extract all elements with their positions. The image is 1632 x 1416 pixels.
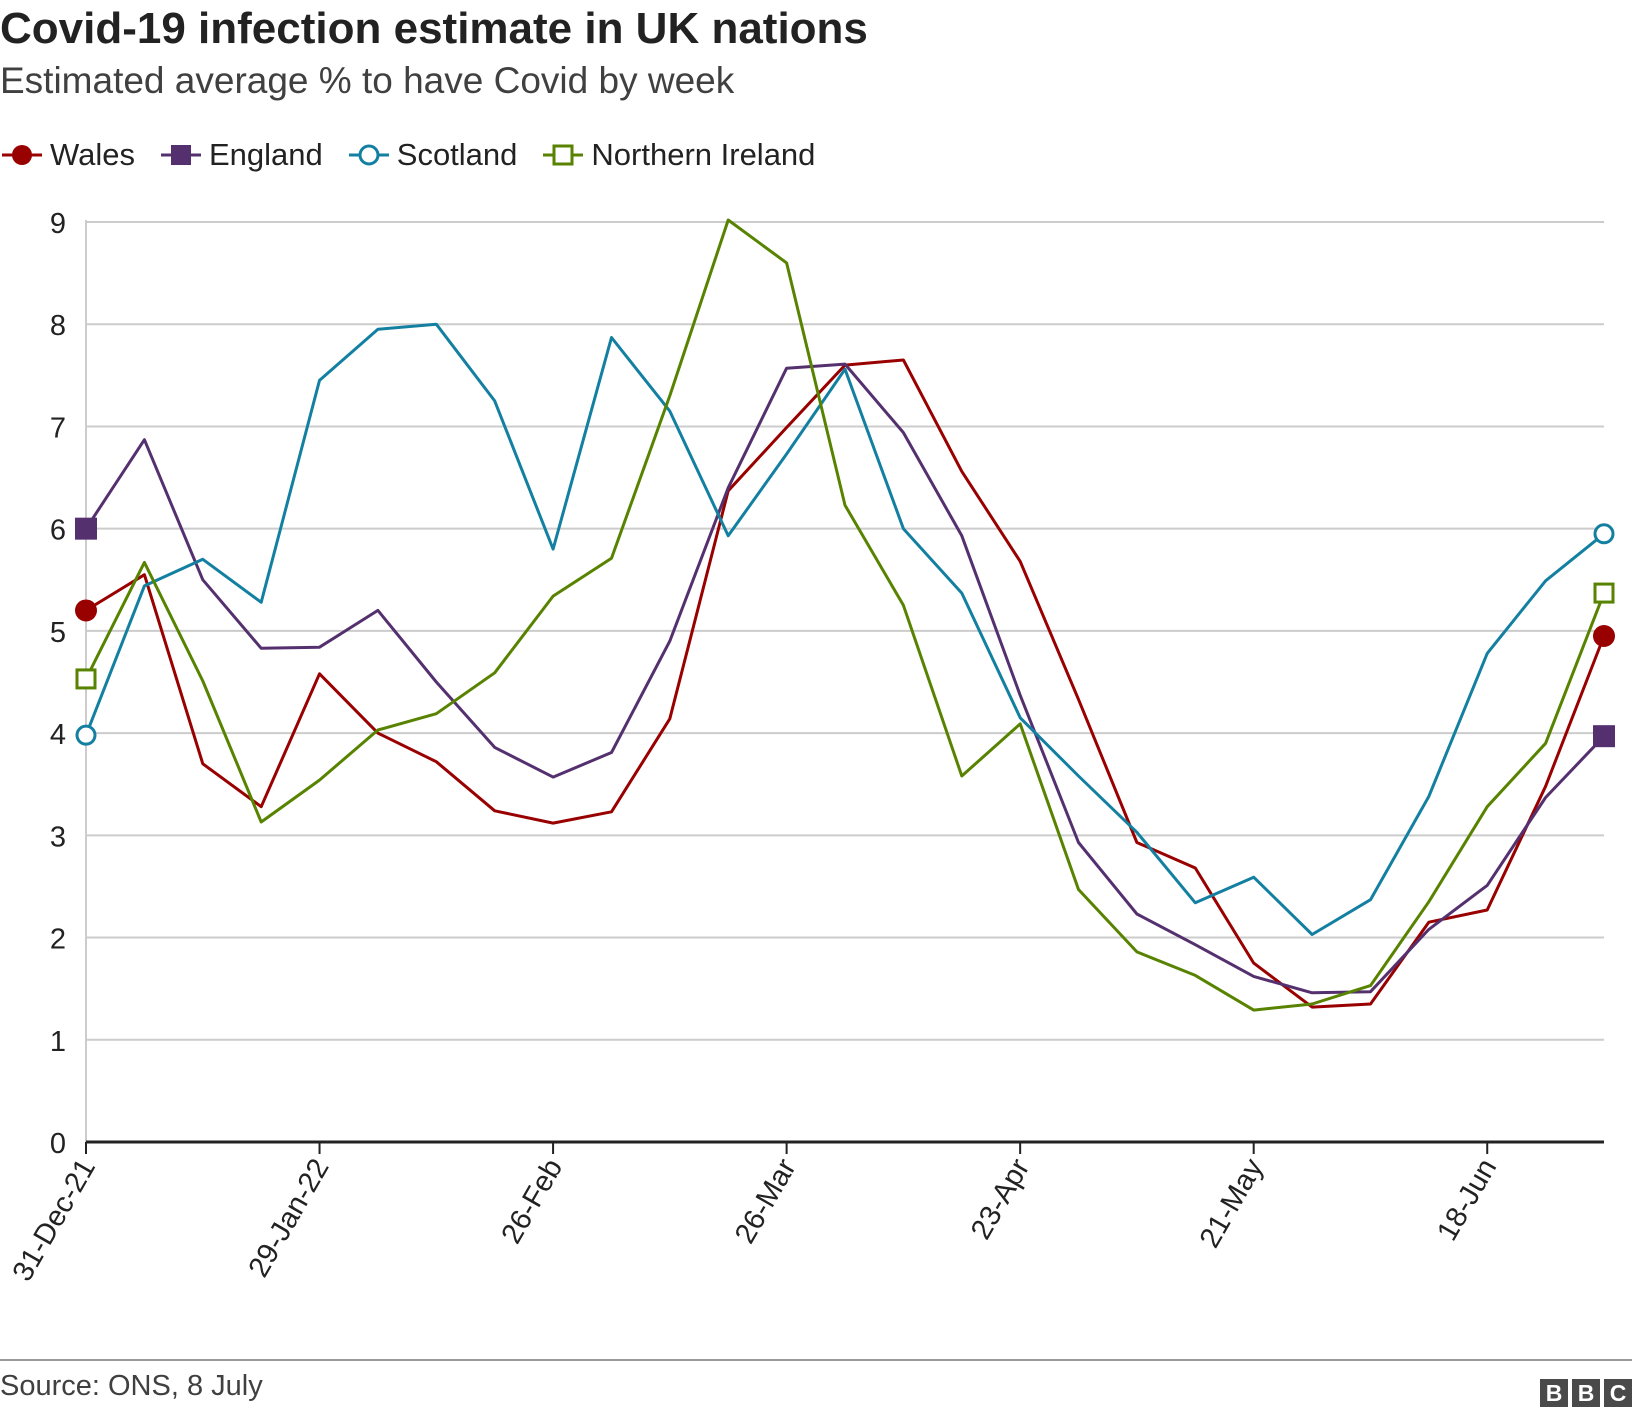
y-tick-label: 9 — [50, 208, 66, 240]
x-tick-label: 29-Jan-22 — [243, 1154, 336, 1283]
y-tick-label: 2 — [50, 924, 66, 956]
legend-item-scotland: Scotland — [347, 135, 518, 175]
data-point-scotland — [75, 724, 97, 746]
data-point-england — [75, 517, 97, 540]
bbc-logo: B B C — [1536, 1379, 1632, 1407]
legend-label-scotland: Scotland — [396, 137, 518, 172]
legend-marker-scotland — [348, 144, 389, 166]
bbc-logo-block: B — [1540, 1379, 1568, 1407]
x-tick-label: 31-Dec-21 — [7, 1154, 102, 1287]
x-tick-label: 18-Jun — [1431, 1154, 1503, 1247]
series-line-scotland — [84, 322, 1605, 936]
source-note: Source: ONS, 8 July — [0, 1370, 263, 1402]
data-point-scotland — [1593, 523, 1615, 545]
legend-label-wales: Wales — [50, 137, 135, 172]
series-line-england — [84, 362, 1606, 995]
legend-label-england: England — [208, 137, 323, 172]
data-point-northern-ireland — [1593, 582, 1615, 604]
bbc-logo-block: C — [1604, 1379, 1632, 1407]
x-tick-label: 21-May — [1194, 1153, 1270, 1253]
legend-label-northern-ireland: Northern Ireland — [591, 137, 816, 172]
y-tick-label: 3 — [50, 821, 66, 853]
chart-subtitle: Estimated average % to have Covid by wee… — [0, 60, 735, 101]
x-tick-label: 26-Feb — [495, 1154, 569, 1250]
line-chart: 0 1 2 3 4 5 6 7 8 9 31-Dec-21 29-Jan-22 26-Feb 26-Mar… — [7, 208, 1615, 1287]
y-tick-label: 6 — [50, 515, 66, 547]
y-tick-label: 0 — [50, 1128, 66, 1160]
data-point-england — [1593, 725, 1615, 748]
legend-item-northern-ireland: Northern Ireland — [541, 135, 815, 175]
series-line-northern-ireland — [84, 218, 1606, 1012]
legend-marker-england — [160, 145, 201, 165]
y-tick-label: 7 — [50, 412, 66, 444]
footer-divider — [0, 1359, 1632, 1361]
data-point-northern-ireland — [75, 668, 97, 690]
legend-item-england: England — [159, 135, 323, 175]
y-tick-label: 1 — [50, 1026, 66, 1058]
y-tick-label: 5 — [50, 617, 66, 649]
y-tick-label: 8 — [50, 310, 66, 342]
bbc-logo-block: B — [1572, 1379, 1600, 1407]
x-tick-label: 23-Apr — [965, 1153, 1036, 1245]
y-tick-label: 4 — [50, 719, 66, 751]
legend-marker-wales — [2, 145, 42, 165]
legend-marker-northern-ireland — [543, 144, 584, 166]
legend-item-wales: Wales — [0, 135, 135, 175]
data-point-wales — [1593, 625, 1615, 647]
series-line-wales — [85, 358, 1606, 1009]
data-point-wales — [75, 599, 97, 622]
legend: Wales England Scotland Northern Ireland — [0, 133, 839, 177]
chart-title: Covid-19 infection estimate in UK nation… — [0, 4, 868, 53]
x-tick-label: 26-Mar — [729, 1153, 803, 1249]
